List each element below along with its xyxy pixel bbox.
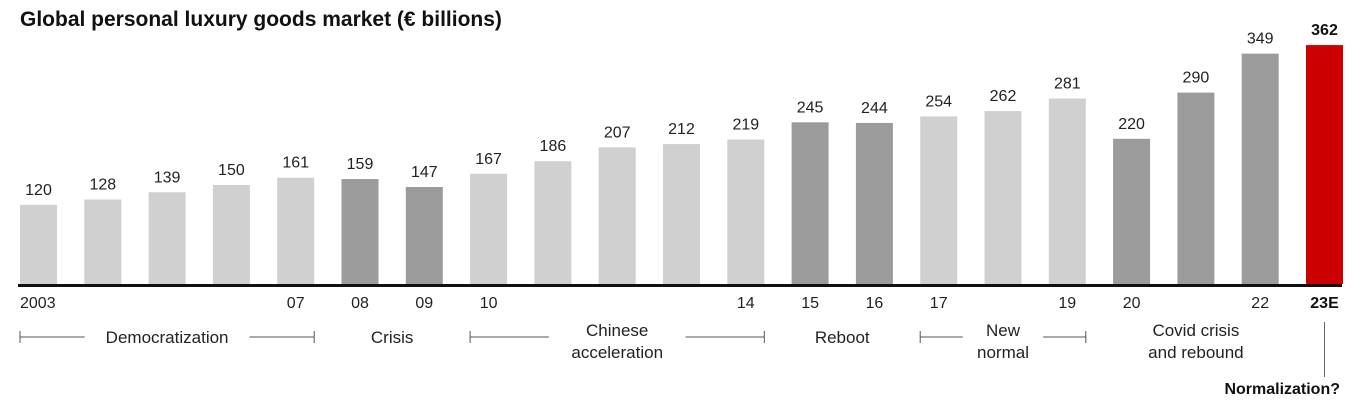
- bar-2003: [20, 204, 57, 284]
- bar-2012: [598, 147, 636, 284]
- tick-label-10: 10: [480, 295, 498, 312]
- era-label-0-0: Democratization: [106, 328, 229, 347]
- era-label-5-0: Covid crisis: [1152, 321, 1239, 340]
- bar-14: [727, 139, 765, 284]
- value-label-2012: 207: [604, 124, 631, 141]
- tick-label-15: 15: [801, 295, 819, 312]
- bar-17: [920, 116, 958, 284]
- callout-normalization: Normalization?: [1224, 381, 1340, 398]
- value-label-20: 220: [1118, 116, 1145, 133]
- bar-15: [791, 122, 829, 284]
- value-label-17: 254: [925, 93, 952, 110]
- value-label-08: 159: [347, 156, 374, 173]
- value-label-2003: 120: [25, 182, 52, 199]
- value-label-2005: 139: [154, 169, 181, 186]
- bar-2005: [148, 192, 186, 284]
- value-label-10: 167: [475, 151, 502, 168]
- value-label-15: 245: [797, 99, 824, 116]
- bar-20: [1113, 138, 1151, 284]
- tick-label-08: 08: [351, 295, 369, 312]
- value-label-19: 281: [1054, 76, 1081, 93]
- bar-23E: [1306, 45, 1343, 284]
- value-label-23E: 362: [1311, 22, 1338, 39]
- bar-19: [1048, 98, 1086, 284]
- era-label-2-1: acceleration: [571, 343, 663, 362]
- tick-label-17: 17: [930, 295, 948, 312]
- value-label-2021: 290: [1183, 70, 1210, 87]
- tick-label-19: 19: [1058, 295, 1076, 312]
- bar-16: [855, 122, 893, 285]
- value-label-2018: 262: [990, 88, 1017, 105]
- bar-22: [1241, 53, 1279, 284]
- value-label-16: 244: [861, 100, 888, 117]
- bar-2004: [84, 199, 122, 284]
- value-label-22: 349: [1247, 31, 1274, 48]
- chart-title: Global personal luxury goods market (€ b…: [20, 8, 502, 31]
- era-label-4-1: normal: [977, 343, 1029, 362]
- bar-07: [277, 177, 315, 284]
- bar-2013: [663, 144, 700, 284]
- era-label-2-0: Chinese: [586, 321, 648, 340]
- bar-2006: [212, 185, 250, 284]
- value-label-2004: 128: [89, 177, 116, 194]
- value-label-2006: 150: [218, 162, 245, 179]
- bar-08: [341, 179, 379, 284]
- tick-label-2003: 2003: [20, 295, 56, 312]
- tick-label-09: 09: [415, 295, 433, 312]
- era-label-1-0: Crisis: [371, 328, 414, 347]
- tick-label-14: 14: [737, 295, 755, 312]
- tick-label-16: 16: [866, 295, 884, 312]
- tick-label-23E: 23E: [1310, 295, 1339, 312]
- bar-2018: [984, 111, 1022, 284]
- value-label-09: 147: [411, 164, 438, 181]
- era-label-5-1: and rebound: [1148, 343, 1243, 362]
- tick-label-20: 20: [1123, 295, 1141, 312]
- value-label-07: 161: [282, 155, 309, 172]
- tick-label-07: 07: [287, 295, 305, 312]
- value-label-2013: 212: [668, 121, 695, 138]
- bar-10: [470, 173, 508, 284]
- value-label-14: 219: [732, 116, 759, 133]
- era-label-4-0: New: [986, 321, 1021, 340]
- tick-label-22: 22: [1251, 295, 1269, 312]
- value-label-2011: 186: [540, 138, 567, 155]
- era-label-3-0: Reboot: [815, 328, 870, 347]
- bar-2011: [534, 161, 572, 284]
- bar-2021: [1177, 92, 1215, 284]
- bar-09: [405, 186, 443, 284]
